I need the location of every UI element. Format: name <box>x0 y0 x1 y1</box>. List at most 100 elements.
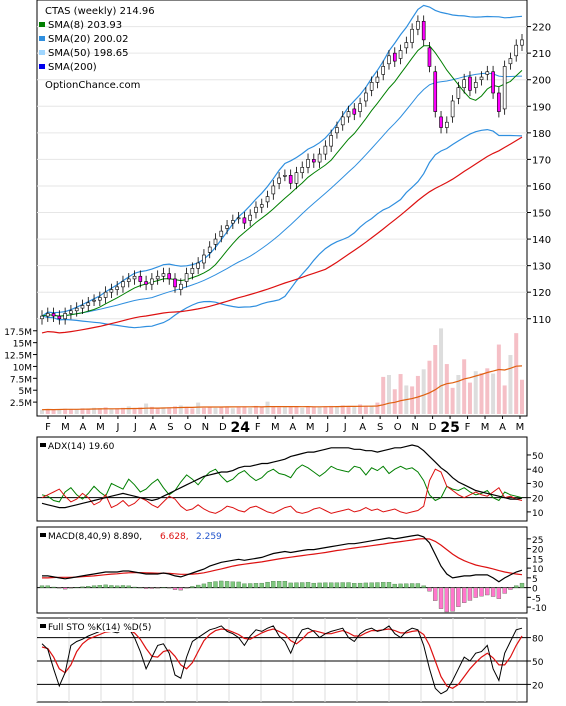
candle-body <box>312 159 316 163</box>
macd-histogram-bar <box>207 581 212 588</box>
candle-body <box>369 82 374 91</box>
candle-body <box>335 127 339 134</box>
volume-bar <box>329 405 334 414</box>
volume-bar <box>207 407 212 414</box>
candle-body <box>103 291 108 298</box>
candle-body <box>439 116 443 128</box>
candle-body <box>167 273 172 280</box>
macd-histogram-bar <box>404 583 409 588</box>
macd-histogram-bar <box>415 583 421 588</box>
candle-body <box>202 254 206 264</box>
month-label: A <box>80 422 87 433</box>
macd-histogram-bar <box>97 585 102 588</box>
candle-body <box>306 159 310 168</box>
candle-body <box>69 310 73 314</box>
price-tick-label: 170 <box>532 155 551 166</box>
candle-body <box>340 116 345 126</box>
macd-tick-label: 5 <box>532 575 538 585</box>
legend-sma200: SMA(200) <box>48 62 97 73</box>
macd-histogram-bar <box>357 582 363 588</box>
volume-bar <box>213 407 218 414</box>
macd-histogram-bar <box>109 585 114 588</box>
month-label: F <box>255 422 261 433</box>
candle-body <box>456 87 461 99</box>
adx-tick-label: 50 <box>532 452 544 462</box>
volume-tick-label: 2.5M <box>10 399 32 409</box>
volume-bar <box>236 406 241 414</box>
month-label: O <box>184 422 192 433</box>
macd-histogram-bar <box>178 587 183 591</box>
candle-body <box>392 52 397 62</box>
candle-body <box>265 196 270 203</box>
candle-body <box>219 230 224 237</box>
candle-body <box>248 214 252 221</box>
sto-label: Full STO %K(14) %D(5) <box>48 623 151 633</box>
candle-body <box>421 20 426 41</box>
macd-tick-label: 10 <box>532 565 544 575</box>
macd-histogram-bar <box>479 587 484 597</box>
candle-body <box>346 111 351 118</box>
candle-body <box>294 172 299 184</box>
macd-histogram-bar <box>490 587 496 597</box>
macd-histogram-bar <box>276 581 282 588</box>
macd-histogram-bar <box>57 587 62 589</box>
macd-histogram-bar <box>467 587 473 601</box>
volume-bar <box>398 374 403 414</box>
candle-body <box>329 135 333 147</box>
macd-histogram-bar <box>462 587 467 603</box>
legend-brand: OptionChance.com <box>45 80 140 91</box>
macd-histogram-bar <box>438 587 444 609</box>
di-plus-line <box>41 464 523 503</box>
candle-body <box>190 267 195 274</box>
macd-histogram-bar <box>184 587 189 589</box>
macd-histogram-bar <box>172 587 178 590</box>
candle-body <box>398 50 403 59</box>
volume-bar <box>514 333 519 414</box>
macd-histogram-bar <box>519 582 525 588</box>
candle-body <box>213 238 218 245</box>
price-tick-label: 120 <box>532 288 551 299</box>
price-tick-label: 210 <box>532 49 551 60</box>
candle-body <box>236 217 241 220</box>
month-label: F <box>45 422 51 433</box>
macd-tick-label: -5 <box>532 594 541 604</box>
adx-tick-label: 10 <box>532 509 544 519</box>
candle-body <box>51 313 56 317</box>
bollinger-lower-line <box>41 128 523 329</box>
volume-bar <box>115 408 120 414</box>
month-label: A <box>499 422 506 433</box>
volume-bar <box>410 386 415 414</box>
month-label: M <box>516 422 525 433</box>
macd-histogram-bar <box>242 583 247 588</box>
candle-body <box>520 39 524 46</box>
volume-bar <box>340 405 345 414</box>
volume-bar <box>155 407 160 414</box>
volume-bar <box>288 406 293 414</box>
month-label: N <box>202 422 209 433</box>
candle-body <box>254 206 258 213</box>
volume-bar <box>300 407 305 414</box>
volume-bar <box>45 409 50 414</box>
month-label: M <box>96 422 105 433</box>
candle-body <box>80 305 85 309</box>
month-label: S <box>377 422 383 433</box>
macd-histogram-bar <box>288 582 293 588</box>
candle-body <box>98 297 102 301</box>
macd-histogram-bar <box>248 583 253 588</box>
volume-bar <box>161 407 166 414</box>
month-label: S <box>167 422 173 433</box>
legend: CTAS (weekly) 214.96 SMA(8) 203.93 SMA(2… <box>39 6 155 91</box>
volume-bar <box>491 373 496 414</box>
macd-histogram-bar <box>294 582 299 588</box>
volume-bar <box>190 408 195 414</box>
month-label: M <box>481 422 490 433</box>
legend-sma200-swatch <box>39 64 45 69</box>
candle-body <box>132 275 137 280</box>
volume-tick-label: 5M <box>19 387 33 397</box>
macd-histogram-bar <box>190 586 195 588</box>
di-minus-line <box>41 468 523 514</box>
volume-bar <box>74 409 79 414</box>
adx-label-bg <box>40 439 122 451</box>
legend-sma8: SMA(8) 203.93 <box>48 20 122 31</box>
volume-bar <box>311 406 316 414</box>
